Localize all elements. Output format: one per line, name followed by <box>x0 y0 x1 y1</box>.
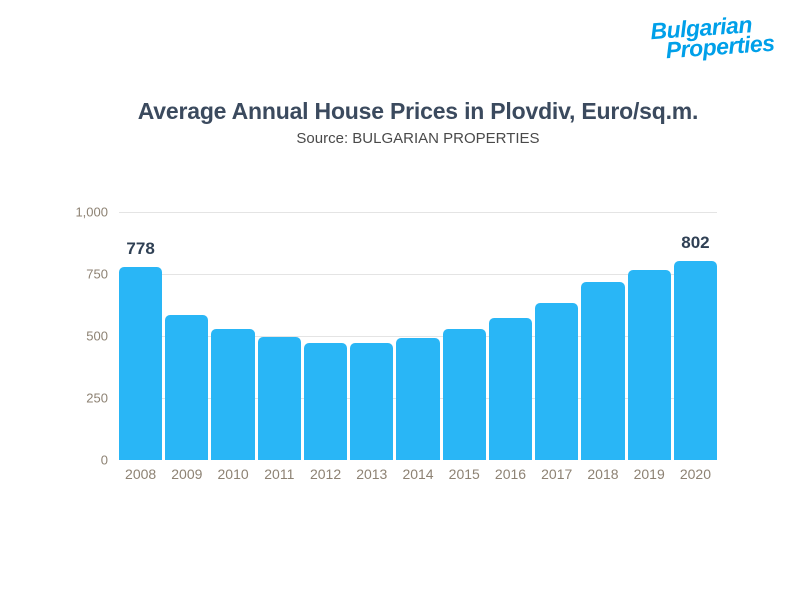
x-axis-tick-label: 2017 <box>541 466 573 482</box>
bar-column: 2011 <box>257 212 301 482</box>
bar-2008 <box>119 267 163 460</box>
x-axis-tick-label: 2012 <box>309 466 342 482</box>
y-axis-tick-label: 250 <box>86 390 108 406</box>
bar-column: 2019 <box>627 212 671 482</box>
bars-container: 778 2008 2009 2010 2011 2012 2013 2014 2015 2016 2… <box>119 212 718 482</box>
y-axis-tick-label: 750 <box>86 266 108 282</box>
bar-2017 <box>535 302 579 460</box>
x-axis-tick-label: 2008 <box>125 466 157 482</box>
chart-subtitle: Source: BULGARIAN PROPERTIES <box>296 130 540 147</box>
plot-area: 1,000 750 500 250 0 778 2008 2009 2010 2011 2012 2… <box>75 205 718 482</box>
bar-value-label-2020: 802 <box>681 233 710 253</box>
bar-2010 <box>211 329 255 460</box>
bar-value-label-2008: 778 <box>126 239 155 259</box>
x-axis-tick-label: 2011 <box>264 466 295 482</box>
bar-2016 <box>488 317 533 460</box>
bar-2009 <box>165 314 209 460</box>
bar-2011 <box>257 337 301 460</box>
bar-column: 2013 <box>350 212 394 482</box>
bar-column: 2015 <box>442 212 486 482</box>
x-axis-tick-label: 2009 <box>171 466 203 482</box>
bar-2015 <box>442 328 486 460</box>
bulgarian-properties-logo: Bulgarian Properties <box>650 11 776 64</box>
bar-column: 2010 <box>211 212 255 482</box>
bar-column: 2016 <box>488 212 533 482</box>
gridline <box>119 336 717 337</box>
y-axis-tick-label: 500 <box>86 328 108 344</box>
bar-2018 <box>581 281 625 460</box>
bar-2013 <box>350 343 394 460</box>
x-axis-tick-label: 2016 <box>494 466 527 482</box>
y-axis-tick-label: 0 <box>100 452 108 468</box>
x-axis-tick-label: 2014 <box>402 466 434 482</box>
x-axis-tick-label: 2015 <box>448 466 480 482</box>
logo-word-properties: Properties <box>665 29 776 64</box>
x-axis-tick-label: 2018 <box>587 466 619 482</box>
chart-title: Average Annual House Prices in Plovdiv, … <box>137 98 699 124</box>
bar-2012 <box>303 342 348 460</box>
x-axis-tick-label: 2020 <box>679 466 711 482</box>
x-axis-tick-label: 2013 <box>356 466 388 482</box>
bar-column: 802 2020 <box>673 212 718 482</box>
bar-column: 2017 <box>535 212 579 482</box>
bar-2019 <box>627 269 671 460</box>
bar-column: 2018 <box>581 212 625 482</box>
bar-column: 2009 <box>165 212 209 482</box>
bar-2014 <box>396 337 440 460</box>
bar-2020 <box>673 261 718 460</box>
x-axis-tick-label: 2010 <box>217 466 249 482</box>
gridline <box>119 212 717 213</box>
bar-column: 778 2008 <box>119 212 163 482</box>
y-axis-tick-label: 1,000 <box>75 204 108 220</box>
gridline <box>119 274 717 275</box>
x-axis-tick-label: 2019 <box>633 466 665 482</box>
bar-column: 2014 <box>396 212 440 482</box>
bar-column: 2012 <box>303 212 348 482</box>
